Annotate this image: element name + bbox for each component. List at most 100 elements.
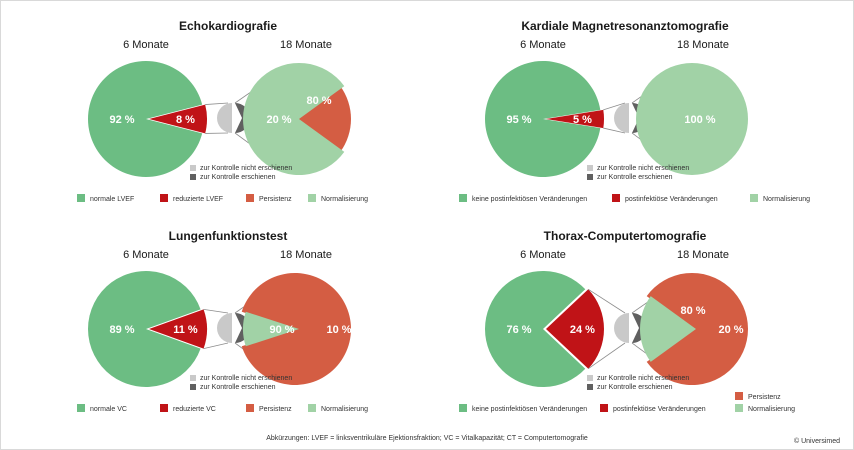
pie-slice-secondary	[546, 289, 604, 369]
pie-slice-secondary	[149, 309, 208, 349]
legend-swatch	[308, 194, 316, 202]
chart-panel-2: Kardiale Magnetresonanztomografie 6 Monat…	[459, 19, 810, 203]
value-label-normalization: 100 %	[684, 114, 715, 126]
legend-label: postinfektiöse Veränderungen	[613, 406, 706, 413]
value-label-normalization: 80 %	[306, 95, 331, 107]
legend-label: normale LVEF	[90, 196, 134, 203]
value-label-main: 76 %	[506, 324, 531, 336]
value-label-persistence: 90 %	[269, 324, 294, 336]
legend-swatch	[308, 404, 316, 412]
legend-followup-missing: zur Kontrolle nicht erschienen	[200, 165, 292, 172]
chart-panel-4: Thorax-Computertomografie 6 Monate 18 Mona…	[459, 229, 795, 413]
legend-label: Persistenz	[259, 196, 292, 203]
followup-notch	[235, 313, 242, 343]
value-label-normalization: 10 %	[326, 324, 351, 336]
pie-slice-main	[484, 271, 586, 387]
right-period-label: 18 Monate	[677, 249, 729, 261]
legend-label: Normalisierung	[748, 406, 795, 413]
left-period-label: 6 Monate	[123, 39, 169, 51]
chart-panel-1: Echokardiografie 6 Monate 18 Monate 92 % 8 %…	[77, 19, 368, 203]
value-label-main: 95 %	[506, 114, 531, 126]
legend-swatch	[612, 194, 620, 202]
legend-swatch	[459, 404, 467, 412]
legend-swatch-followup-present	[190, 384, 196, 390]
legend-label: postinfektiöse Veränderungen	[625, 196, 718, 203]
legend-label: Normalisierung	[763, 196, 810, 203]
left-period-label: 6 Monate	[520, 249, 566, 261]
legend-label: reduzierte VC	[173, 406, 216, 413]
legend-swatch	[735, 404, 743, 412]
legend-swatch	[77, 194, 85, 202]
legend-followup-present: zur Kontrolle erschienen	[597, 174, 673, 181]
legend-swatch	[160, 404, 168, 412]
legend-label: Normalisierung	[321, 196, 368, 203]
value-label-main: 89 %	[109, 324, 134, 336]
pie-slice-persistence	[295, 86, 351, 152]
value-label-main: 92 %	[109, 114, 134, 126]
followup-notch	[632, 313, 639, 343]
chart-title: Echokardiografie	[179, 19, 277, 33]
value-label-persistence: 20 %	[266, 114, 291, 126]
legend-swatch	[77, 404, 85, 412]
legend-followup-present: zur Kontrolle erschienen	[597, 384, 673, 391]
legend-swatch	[246, 404, 254, 412]
legend-label: Persistenz	[259, 406, 292, 413]
pie-slice-normalization	[640, 296, 696, 362]
chart-title: Thorax-Computertomografie	[544, 229, 707, 243]
legend-swatch	[246, 194, 254, 202]
legend-swatch-followup-missing	[190, 375, 196, 381]
right-period-label: 18 Monate	[280, 39, 332, 51]
connector-line-a	[588, 288, 626, 314]
pie-slice-secondary	[546, 109, 605, 129]
pie-slice-main	[485, 61, 601, 178]
legend-followup-missing: zur Kontrolle nicht erschienen	[200, 375, 292, 382]
legend-followup-present: zur Kontrolle erschienen	[200, 384, 276, 391]
followup-notch	[235, 103, 242, 133]
followup-missing-slice	[614, 103, 629, 133]
value-label-normalization: 20 %	[718, 324, 743, 336]
followup-missing-slice	[217, 103, 232, 133]
value-label-secondary: 5 %	[573, 114, 592, 126]
legend-followup-missing: zur Kontrolle nicht erschienen	[597, 165, 689, 172]
legend-swatch-followup-present	[587, 384, 593, 390]
pie-slice-normalization	[636, 63, 748, 175]
value-label-secondary: 11 %	[173, 324, 198, 336]
value-label-secondary: 24 %	[570, 324, 595, 336]
legend-label: keine postinfektiösen Veränderungen	[472, 196, 587, 203]
chart-title: Kardiale Magnetresonanztomografie	[521, 19, 729, 33]
connector-line-a	[205, 102, 229, 105]
pie-slice-normalization	[242, 62, 345, 176]
connector-line-b	[203, 342, 229, 350]
right-period-label: 18 Monate	[677, 39, 729, 51]
footer-copyright: © Universimed	[794, 437, 840, 445]
legend-label: normale VC	[90, 406, 127, 413]
legend-swatch	[735, 392, 743, 400]
legend-followup-missing: zur Kontrolle nicht erschienen	[597, 375, 689, 382]
pie-slice-main	[88, 271, 201, 387]
legend-swatch	[750, 194, 758, 202]
followup-missing-slice	[217, 313, 232, 343]
followup-notch	[632, 103, 639, 133]
legend-swatch-followup-missing	[587, 375, 593, 381]
right-period-label: 18 Monate	[280, 249, 332, 261]
connector-line-b	[603, 127, 626, 134]
connector-line-b	[588, 342, 626, 370]
value-label-persistence: 80 %	[680, 305, 705, 317]
legend-label: reduzierte LVEF	[173, 196, 223, 203]
pie-slice-main	[88, 60, 203, 177]
legend-swatch-followup-present	[190, 174, 196, 180]
footer-abbreviations: Abkürzungen: LVEF = linksventrikuläre Ej…	[266, 435, 588, 442]
chart-title: Lungenfunktionstest	[169, 229, 288, 243]
legend-swatch-followup-missing	[587, 165, 593, 171]
value-label-secondary: 8 %	[176, 114, 195, 126]
connector-line-a	[603, 102, 626, 111]
followup-missing-slice	[614, 313, 629, 343]
legend-swatch	[459, 194, 467, 202]
legend-swatch-followup-missing	[190, 165, 196, 171]
pie-slice-normalization	[243, 311, 299, 347]
left-period-label: 6 Monate	[123, 249, 169, 261]
legend-swatch	[160, 194, 168, 202]
legend-label: keine postinfektiösen Veränderungen	[472, 406, 587, 413]
